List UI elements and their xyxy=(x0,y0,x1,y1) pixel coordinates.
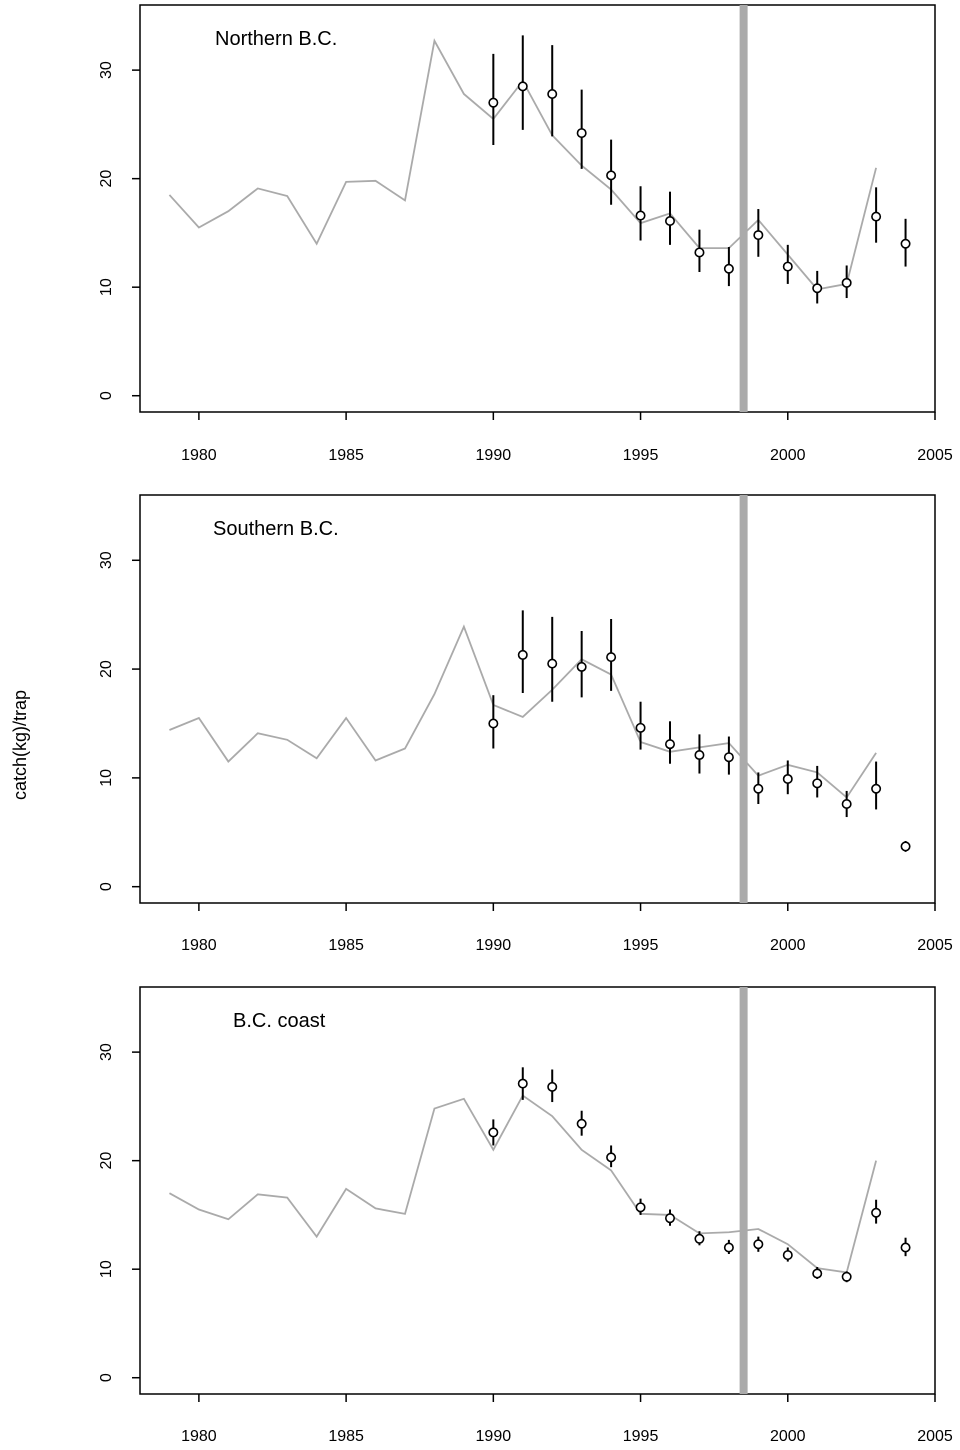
panel-title: Southern B.C. xyxy=(213,518,339,540)
observed-point xyxy=(694,1233,705,1244)
x-tick-label: 1980 xyxy=(181,937,217,954)
y-axis-label: catch(kg)/trap xyxy=(10,690,30,800)
observed-point xyxy=(841,798,852,809)
observed-point xyxy=(606,652,617,663)
y-tick-label: 10 xyxy=(98,769,115,787)
observed-point xyxy=(576,661,587,672)
observed-point xyxy=(753,1239,764,1250)
y-tick-label: 20 xyxy=(98,660,115,678)
observed-point xyxy=(841,277,852,288)
x-tick-label: 2005 xyxy=(917,1428,953,1445)
observed-point xyxy=(664,215,675,226)
x-tick-label: 1995 xyxy=(623,447,659,464)
observed-point xyxy=(517,649,528,660)
observed-point xyxy=(576,128,587,139)
y-tick-label: 20 xyxy=(98,1152,115,1170)
observed-point xyxy=(871,1207,882,1218)
y-tick-label: 30 xyxy=(98,1043,115,1061)
y-tick-label: 0 xyxy=(98,882,115,891)
model-series-line xyxy=(169,1094,877,1274)
panel-3: 1980 1985 1990 1995 2000 2005 0 10 20 30 B.C. coas… xyxy=(98,986,953,1445)
x-tick-label: 1980 xyxy=(181,1428,217,1445)
y-tick-label: 0 xyxy=(98,391,115,400)
x-tick-label: 1980 xyxy=(181,447,217,464)
x-tick-label: 2000 xyxy=(770,1428,806,1445)
observed-point xyxy=(547,88,558,99)
plot-frame xyxy=(139,4,936,413)
panel-title: Northern B.C. xyxy=(215,28,337,50)
panels: 1980 1985 1990 1995 2000 20050102030Northern … xyxy=(98,4,953,1445)
observed-point xyxy=(723,1242,734,1253)
observed-point xyxy=(723,263,734,274)
x-tick-label: 2000 xyxy=(770,937,806,954)
observed-point xyxy=(723,752,734,763)
x-tick-label: 1990 xyxy=(476,447,512,464)
observed-point xyxy=(576,1118,587,1129)
observed-point xyxy=(517,1078,528,1089)
x-tick-label: 2005 xyxy=(917,937,953,954)
observed-point xyxy=(871,211,882,222)
observed-point xyxy=(753,783,764,794)
observed-point xyxy=(547,1081,558,1092)
observed-point xyxy=(488,1127,499,1138)
y-tick-label: 20 xyxy=(98,170,115,188)
observed-point xyxy=(606,1152,617,1163)
y-tick-label: 10 xyxy=(98,278,115,296)
observed-point xyxy=(841,1271,852,1282)
panel-2: 1980 1985 1990 1995 2000 2005 0 10 20 30 Southern … xyxy=(98,494,953,954)
observed-point xyxy=(812,1268,823,1279)
observed-point xyxy=(753,230,764,241)
observed-point xyxy=(488,97,499,108)
observed-point xyxy=(782,1250,793,1261)
observed-point xyxy=(812,778,823,789)
observed-point xyxy=(547,658,558,669)
observed-point xyxy=(900,238,911,249)
observed-point xyxy=(871,783,882,794)
x-tick-label: 1985 xyxy=(328,447,364,464)
observed-point xyxy=(606,170,617,181)
observed-point xyxy=(635,1202,646,1213)
x-tick-label: 2000 xyxy=(770,447,806,464)
observed-point xyxy=(782,261,793,272)
observed-point xyxy=(664,1213,675,1224)
observed-point xyxy=(664,739,675,750)
x-tick-label: 1990 xyxy=(476,1428,512,1445)
plot-frame xyxy=(139,494,936,904)
observed-point xyxy=(694,750,705,761)
observed-point xyxy=(694,247,705,258)
observed-point xyxy=(900,1242,911,1253)
observed-point xyxy=(635,722,646,733)
x-tick-label: 1995 xyxy=(623,1428,659,1445)
x-tick-label: 1985 xyxy=(328,937,364,954)
observed-point xyxy=(488,718,499,729)
observed-point xyxy=(635,210,646,221)
x-tick-label: 1990 xyxy=(476,937,512,954)
observed-point xyxy=(812,283,823,294)
observed-point xyxy=(517,81,528,92)
y-tick-label: 30 xyxy=(98,551,115,569)
panel-title: B.C. coast xyxy=(233,1010,326,1032)
y-tick-label: 30 xyxy=(98,61,115,79)
plot-frame xyxy=(139,986,936,1395)
observed-point xyxy=(900,841,911,852)
y-tick-label: 10 xyxy=(98,1260,115,1278)
observed-point xyxy=(782,773,793,784)
panel-1: 1980 1985 1990 1995 2000 2005 0 10 20 30 Northern … xyxy=(98,4,953,464)
y-tick-label: 0 xyxy=(98,1373,115,1382)
x-tick-label: 2005 xyxy=(917,447,953,464)
x-tick-label: 1995 xyxy=(623,937,659,954)
x-tick-label: 1985 xyxy=(328,1428,364,1445)
